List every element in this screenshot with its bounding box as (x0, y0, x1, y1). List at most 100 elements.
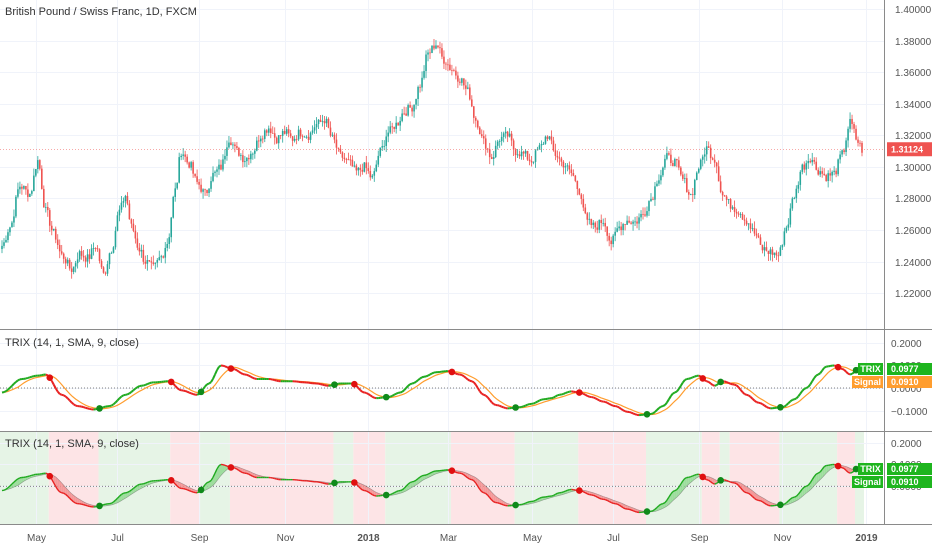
time-axis-label: Jul (111, 533, 124, 544)
candle-body (574, 175, 577, 181)
trix-panel-2-title: TRIX (14, 1, SMA, 9, close) (5, 438, 139, 450)
candle-body (839, 154, 841, 160)
trix-line-segment (129, 489, 132, 492)
candle-body (39, 160, 41, 169)
cloud-bear-segment (627, 505, 630, 510)
trix-line-segment (592, 494, 596, 497)
trix-line-segment (367, 491, 371, 494)
trix-line-segment (754, 497, 757, 501)
trix-line-segment (658, 503, 662, 507)
candle-body (377, 155, 380, 165)
candle-body (471, 99, 473, 107)
trix-line-segment (415, 379, 419, 383)
candle-body (168, 237, 171, 244)
cloud-bull-segment (209, 480, 212, 489)
trix-line-segment (118, 395, 123, 400)
trix-line-segment (501, 405, 505, 409)
candle-body (729, 199, 732, 209)
trix-line-segment (192, 393, 196, 396)
trix-line-segment (680, 480, 684, 485)
trix-line-segment (113, 499, 116, 503)
cloud-bear-segment (495, 496, 498, 503)
trix-line-segment (656, 407, 660, 411)
candle-body (44, 206, 47, 208)
candle-body (347, 159, 350, 161)
trix-line-segment (188, 391, 192, 395)
trix-line-segment (654, 506, 658, 510)
candle-body (200, 184, 202, 192)
trix-line-segment (429, 471, 433, 474)
candle-body (190, 162, 192, 168)
trix-line-segment (676, 486, 680, 491)
trix-line-segment (274, 379, 277, 382)
trix-line-segment (463, 375, 467, 379)
cloud-bear-segment (469, 474, 472, 480)
trix-line-segment (736, 483, 740, 487)
trix-line-segment (431, 470, 435, 473)
candle-body (427, 52, 429, 55)
trix-line-segment (69, 497, 73, 501)
trix-line-segment (487, 494, 491, 499)
trix-line-segment (634, 510, 638, 513)
candle-body (277, 135, 280, 144)
candle-body (148, 260, 151, 262)
candle-body (206, 190, 208, 194)
trix-line-segment (553, 493, 556, 497)
trix-line-segment (656, 505, 660, 508)
candle-body (646, 211, 648, 216)
trix-line-segment (186, 390, 190, 394)
candle-body (668, 153, 670, 155)
candle-body (526, 150, 529, 160)
price-chart-title: British Pound / Swiss Franc, 1D, FXCM (5, 6, 197, 18)
trix-line-segment (7, 485, 11, 489)
trix-line-segment (783, 502, 787, 505)
trix-line-segment (843, 369, 847, 373)
trix-line-segment (369, 394, 373, 398)
trix-line-segment (561, 392, 564, 396)
candle-body (178, 157, 180, 183)
trix-line-segment (417, 377, 421, 381)
signal-name-label: Signal (854, 377, 881, 387)
candle-body (263, 130, 266, 139)
candle-body (37, 160, 39, 170)
candle-body (333, 134, 336, 140)
cloud-bear-segment (179, 482, 182, 489)
trix-line-segment (811, 377, 816, 382)
trix-line-segment (815, 472, 819, 475)
candle-body (622, 224, 624, 231)
candle-body (851, 118, 853, 124)
trix-line-segment (750, 494, 753, 498)
trix-line-segment (427, 472, 431, 475)
bearish-regime-band (729, 432, 780, 524)
candle-body (486, 148, 489, 150)
candle-body (367, 168, 370, 172)
trix-line-segment (83, 406, 86, 409)
trix-line-segment (393, 491, 397, 494)
candle-body (146, 260, 149, 264)
candle-body (594, 222, 597, 228)
bullish-cross-dot (852, 465, 860, 473)
signal-value-tag (887, 476, 932, 488)
trix-line-segment (789, 497, 793, 500)
candle-body (142, 249, 145, 262)
trix-line-segment (403, 485, 407, 489)
candle-body (624, 224, 626, 225)
trix-line-segment (652, 508, 656, 512)
trix-line-segment (606, 401, 610, 405)
candle-body (674, 158, 676, 167)
candle-body (496, 141, 499, 146)
candle-body (783, 231, 786, 245)
candle-body (56, 239, 59, 245)
candle-body (644, 214, 646, 216)
candle-body (130, 219, 133, 224)
candle-body (437, 45, 439, 48)
candle-body (152, 262, 155, 264)
trix-line-segment (11, 383, 15, 387)
trix-line-segment (652, 411, 656, 415)
trix-line-segment (111, 501, 114, 504)
cloud-bull-segment (19, 477, 22, 485)
trix-line-segment (202, 385, 206, 390)
candle-body (841, 150, 843, 155)
candle-body (777, 255, 780, 257)
candle-body (208, 188, 210, 194)
